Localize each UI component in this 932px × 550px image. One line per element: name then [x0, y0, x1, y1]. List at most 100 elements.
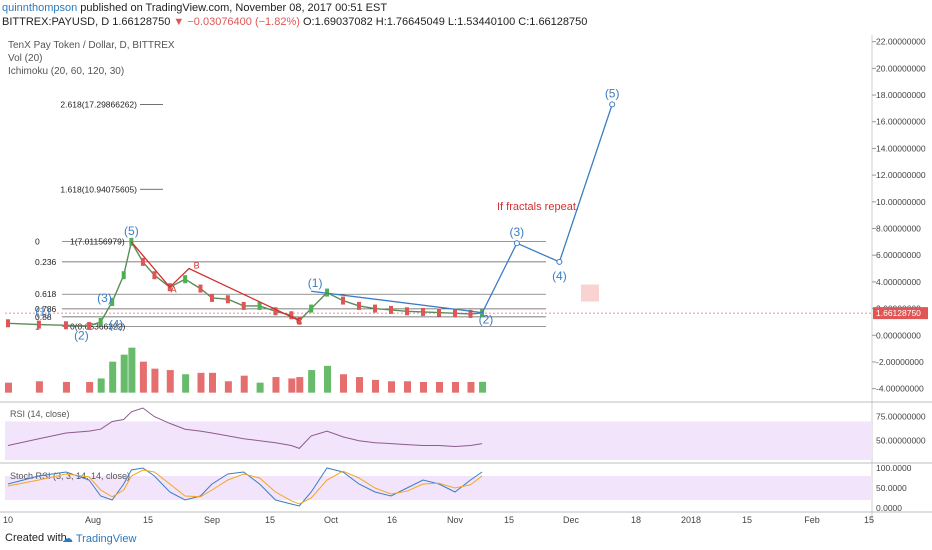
wave-label: (2) [479, 312, 494, 326]
time-axis-label: Nov [447, 515, 464, 525]
projection-wave-label: (3) [510, 225, 525, 239]
created-with: Created with [5, 532, 67, 544]
tradingview-logo[interactable]: ☁ TradingView [62, 532, 136, 545]
volume-bar [120, 354, 128, 393]
time-axis-label: Sep [204, 515, 220, 525]
fib-level-label: 0.786 [35, 304, 57, 314]
price-candle [341, 296, 345, 305]
author-link[interactable]: quinnthompson [2, 2, 78, 14]
volume-bar [479, 381, 487, 393]
ohlc-values: O:1.69037082 H:1.76645049 L:1.53440100 C… [302, 16, 588, 28]
fib-level-label: 0.236 [35, 257, 57, 267]
volume-bar [224, 381, 232, 393]
wave-label: A [171, 285, 177, 295]
volume-bar [35, 381, 43, 393]
stoch-axis-label: 0.0000 [876, 503, 902, 513]
volume-bar [324, 365, 332, 393]
projection-line [481, 104, 613, 314]
volume-legend[interactable]: Vol (20) [8, 53, 43, 64]
time-axis-label: Feb [804, 515, 820, 525]
time-axis-label: 18 [631, 515, 641, 525]
price-candle [405, 307, 409, 316]
time-axis-label: 2018 [681, 515, 701, 525]
stoch-line [7, 469, 483, 505]
fractals-annotation: If fractals repeat. [497, 201, 579, 213]
time-axis-label: Aug [85, 515, 101, 525]
last-price-label: 1.66128750 [876, 308, 921, 318]
volume-bar [109, 361, 117, 393]
price-candle [241, 301, 246, 310]
projection-point [556, 258, 563, 265]
fib-extension-label: 2.618(17.29866262) [60, 99, 137, 109]
volume-bar [151, 368, 159, 393]
price-candle [373, 304, 377, 313]
price-axis-label: 6.00000000 [876, 250, 921, 260]
price-axis-label: 4.00000000 [876, 277, 921, 287]
price-candle [36, 320, 41, 329]
price-line [7, 240, 483, 327]
price-axis-label: 8.00000000 [876, 224, 921, 234]
volume-bar [467, 381, 475, 393]
price-axis-label: 14.00000000 [876, 143, 926, 153]
price-candle [121, 271, 126, 280]
fib-extension-label: 1.618(10.94075605) [60, 184, 137, 194]
volume-bar [356, 377, 363, 393]
price-axis-label: -4.00000000 [876, 384, 924, 394]
time-axis-label: 10 [3, 515, 13, 525]
price-candle [309, 304, 314, 313]
price-axis-label: 16.00000000 [876, 117, 926, 127]
published-text: published on TradingView.com, November 0… [80, 2, 388, 14]
wave-label: C [296, 317, 303, 327]
wave-label: (4) [109, 318, 124, 332]
volume-bar [296, 377, 304, 393]
price-candle [468, 309, 473, 318]
rsi-axis-label: 50.00000000 [876, 436, 926, 446]
price-axis-label: -2.00000000 [876, 357, 924, 367]
cloud-icon: ☁ [62, 533, 73, 545]
volume-bar [139, 361, 147, 393]
projection-wave-label: (4) [552, 269, 567, 283]
time-axis-label: 15 [864, 515, 874, 525]
volume-bar [372, 379, 379, 393]
fib-level-label: 0.618 [35, 289, 57, 299]
time-axis-label: 15 [143, 515, 153, 525]
price-candle [357, 301, 361, 310]
stoch-axis-label: 100.0000 [876, 463, 912, 473]
wave-label: (1) [35, 304, 50, 318]
fib-level-value: 1(7.01156979) [70, 237, 125, 247]
volume-bar [308, 370, 316, 393]
time-axis-label: Dec [563, 515, 580, 525]
ichimoku-legend[interactable]: Ichimoku (20, 60, 120, 30) [8, 66, 125, 77]
volume-bar [86, 381, 94, 393]
stoch-band [5, 476, 872, 500]
rsi-band [5, 421, 872, 460]
price-candle [389, 305, 393, 314]
last-price: 1.66128750 [112, 16, 171, 28]
volume-bar [436, 381, 443, 393]
fib-level-label: 0 [35, 237, 40, 247]
price-candle [421, 307, 425, 316]
price-candle [140, 257, 145, 266]
price-candle [63, 321, 68, 330]
tradingview-brand: TradingView [75, 533, 137, 545]
rsi-axis-label: 75.00000000 [876, 412, 926, 422]
rsi-title: RSI (14, close) [10, 409, 70, 419]
volume-bar [420, 381, 427, 393]
price-candle [480, 309, 485, 318]
volume-bar [209, 372, 216, 393]
volume-bar [340, 374, 347, 393]
rsi-line [7, 407, 483, 449]
chart-title: TenX Pay Token / Dollar, D, BITTREX [8, 40, 175, 51]
symbol: BITTREX:PAYUSD, D [2, 16, 110, 28]
volume-bar [272, 377, 280, 393]
projection-zone [581, 284, 599, 302]
projection-wave-label: (5) [605, 86, 620, 100]
price-candle [453, 309, 457, 318]
stoch-axis-label: 50.0000 [876, 483, 907, 493]
time-axis-label: 15 [265, 515, 275, 525]
price-candle [198, 284, 203, 293]
price-candle [437, 308, 441, 317]
time-axis-label: 15 [742, 515, 752, 525]
volume-bar [128, 347, 136, 393]
